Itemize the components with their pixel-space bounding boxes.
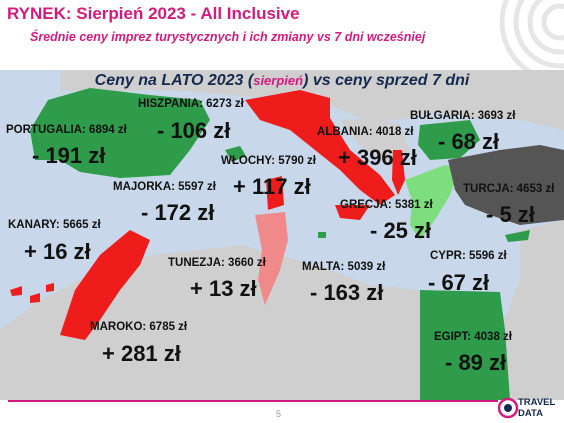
label-egypt: EGIPT: 4038 zł <box>434 331 512 343</box>
change-portugal: - 191 zł <box>32 143 106 168</box>
change-bulgaria: - 68 zł <box>438 129 500 154</box>
label-tunisia: TUNEZJA: 3660 zł <box>168 257 266 269</box>
region-tunisia <box>255 212 288 305</box>
region-turkey <box>448 145 564 225</box>
change-egypt: - 89 zł <box>445 350 507 375</box>
region-italy <box>245 90 395 205</box>
slide-title: RYNEK: Sierpień 2023 - All Inclusive <box>7 4 300 23</box>
logo-text-top: TRAVEL <box>518 397 556 408</box>
map <box>0 70 564 400</box>
region-spain-portugal <box>30 88 210 178</box>
change-morocco: + 281 zł <box>102 341 181 366</box>
travel-data-logo-icon <box>498 397 519 419</box>
change-majorca: - 172 zł <box>141 200 215 225</box>
change-turkey: - 5 zł <box>486 202 535 227</box>
land-balkans <box>340 118 410 165</box>
decorative-arcs <box>499 0 564 70</box>
label-canary-islands: KANARY: 5665 zł <box>8 219 101 231</box>
change-malta: - 163 zł <box>310 280 384 305</box>
logo-text-bottom: DATA <box>518 408 543 419</box>
label-albania: ALBANIA: 4018 zł <box>317 126 414 138</box>
change-cyprus: - 67 zł <box>428 270 490 295</box>
region-malta <box>318 232 326 238</box>
label-morocco: MAROKO: 6785 zł <box>90 321 188 333</box>
map-heading: Ceny na LATO 2023 (sierpień) vs ceny spr… <box>94 72 470 89</box>
region-sardinia <box>266 176 284 210</box>
page-number: 5 <box>276 409 282 419</box>
change-italy: + 117 zł <box>233 174 311 199</box>
label-malta: MALTA: 5039 zł <box>302 261 386 273</box>
region-albania <box>392 150 405 195</box>
label-italy: WŁOCHY: 5790 zł <box>221 155 316 167</box>
label-majorca: MAJORKA: 5597 zł <box>113 181 216 193</box>
region-bulgaria <box>418 120 480 160</box>
label-bulgaria: BUŁGARIA: 3693 zł <box>410 110 516 122</box>
change-albania: + 396 zł <box>338 145 417 170</box>
region-canary-islands <box>10 283 54 303</box>
region-cyprus <box>505 230 530 242</box>
map-canvas <box>0 70 564 400</box>
label-spain: HISZPANIA: 6273 zł <box>138 98 244 110</box>
change-greece: - 25 zł <box>370 218 432 243</box>
footer-divider <box>8 400 498 402</box>
change-tunisia: + 13 zł <box>190 276 257 301</box>
region-sicily <box>335 205 370 220</box>
region-majorca <box>225 146 246 162</box>
change-canary-islands: + 16 zł <box>24 239 91 264</box>
label-portugal: PORTUGALIA: 6894 zł <box>6 124 127 136</box>
slide-subtitle: Średnie ceny imprez turystycznych i ich … <box>30 30 426 44</box>
region-egypt <box>420 290 510 400</box>
region-greece <box>405 165 460 240</box>
label-turkey: TURCJA: 4653 zł <box>463 183 555 195</box>
label-greece: GRECJA: 5381 zł <box>340 199 433 211</box>
region-morocco <box>60 230 150 340</box>
change-spain: - 106 zł <box>157 118 231 143</box>
label-cyprus: CYPR: 5596 zł <box>430 250 507 262</box>
